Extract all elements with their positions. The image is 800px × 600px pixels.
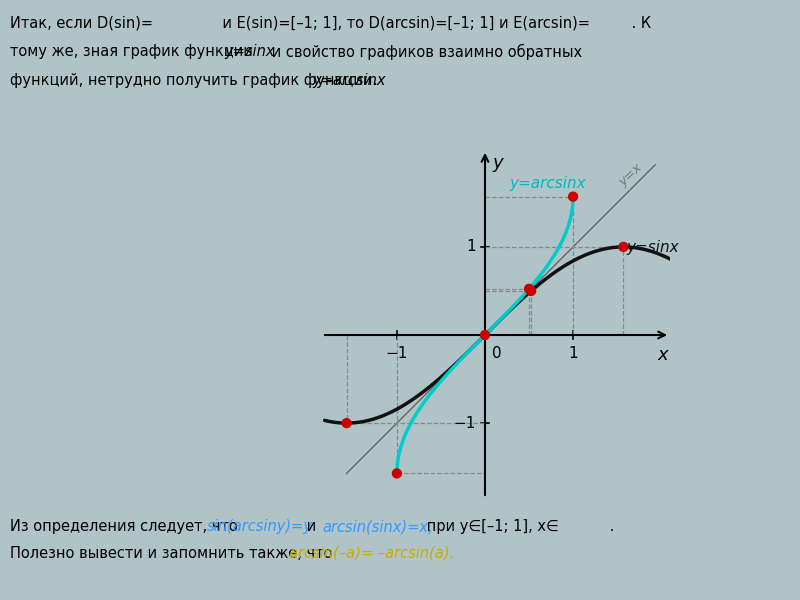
Text: и: и <box>302 519 321 534</box>
Text: x: x <box>658 346 668 364</box>
Text: sin(arcsiny)=y: sin(arcsiny)=y <box>207 519 314 534</box>
Text: arcsin(sinx)=x,: arcsin(sinx)=x, <box>322 519 433 534</box>
Text: −1: −1 <box>386 346 408 361</box>
Text: 1: 1 <box>568 346 578 361</box>
Text: и свойство графиков взаимно обратных: и свойство графиков взаимно обратных <box>267 44 582 60</box>
Text: 0: 0 <box>492 346 502 361</box>
Text: Из определения следует, что: Из определения следует, что <box>10 519 242 534</box>
Point <box>390 469 403 478</box>
Point <box>525 286 538 296</box>
Text: функций, нетрудно получить график функции: функций, нетрудно получить график функци… <box>10 73 378 88</box>
Point <box>566 192 579 202</box>
Point <box>340 418 353 428</box>
Text: y=sinx: y=sinx <box>626 240 678 255</box>
Text: −1: −1 <box>454 416 476 431</box>
Point <box>478 330 491 340</box>
Text: при y∈[–1; 1], x∈           .: при y∈[–1; 1], x∈ . <box>422 519 614 534</box>
Text: тому же, зная график функции: тому же, зная график функции <box>10 44 258 59</box>
Text: Итак, если D(sin)=               и E(sin)=[–1; 1], то D(arcsin)=[–1; 1] и E(arcs: Итак, если D(sin)= и E(sin)=[–1; 1], то … <box>10 15 651 30</box>
Text: y=x: y=x <box>616 161 645 188</box>
Text: y=arcsinx: y=arcsinx <box>510 176 586 191</box>
Text: y: y <box>492 154 502 172</box>
Text: y=sinx: y=sinx <box>225 44 275 59</box>
Text: .: . <box>372 73 377 88</box>
Text: 1: 1 <box>466 239 476 254</box>
Text: y=arcsinx: y=arcsinx <box>312 73 386 88</box>
Text: arcsin(–a)= –arcsin(a).: arcsin(–a)= –arcsin(a). <box>289 546 454 561</box>
Point <box>522 284 535 293</box>
Point <box>617 242 630 252</box>
Text: Полезно вывести и запомнить также, что: Полезно вывести и запомнить также, что <box>10 546 338 561</box>
